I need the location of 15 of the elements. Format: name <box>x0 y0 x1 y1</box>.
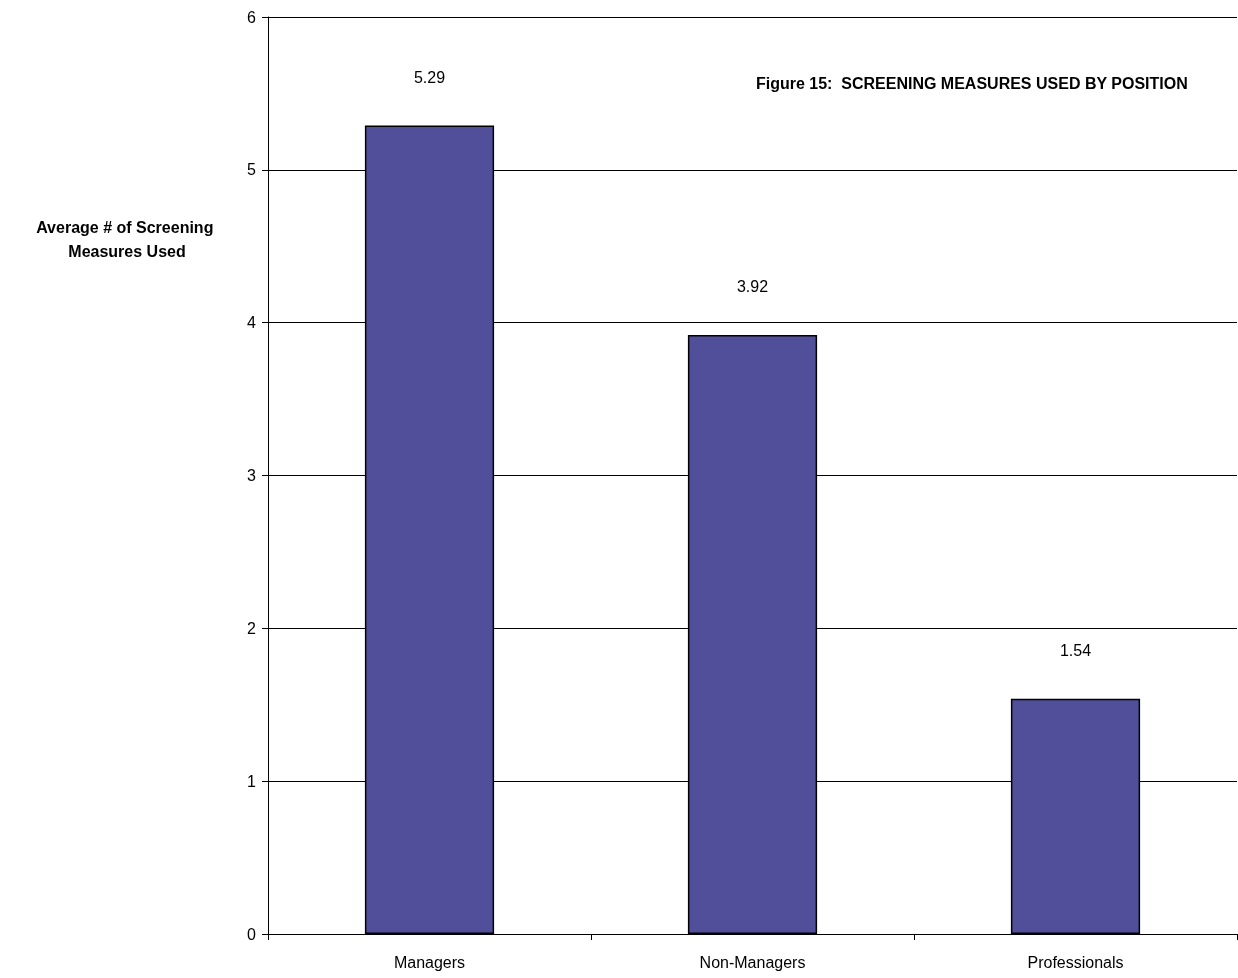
y-tick-label: 2 <box>247 619 257 637</box>
y-tick-label: 6 <box>247 8 257 26</box>
data-label: 1.54 <box>1059 642 1092 660</box>
text: Figure 15: SCREENING MEASURES USED BY POSITION <box>755 74 1188 92</box>
data-label: 3.92 <box>736 278 769 296</box>
x-tick-label: Managers <box>393 953 466 971</box>
data-label: 5.29 <box>413 69 446 87</box>
y-tick-label: 3 <box>247 467 257 484</box>
y-tick-label: 5 <box>247 161 257 179</box>
y-tick-label: 0 <box>247 925 257 943</box>
y-tick-label: 1 <box>247 772 257 790</box>
x-tick-label: Professionals <box>1027 953 1124 971</box>
x-tick-label: Non-Managers <box>699 953 806 971</box>
y-tick-label: 4 <box>247 314 257 332</box>
y-axis-title: Average # of Screening Measures Used <box>36 218 218 260</box>
